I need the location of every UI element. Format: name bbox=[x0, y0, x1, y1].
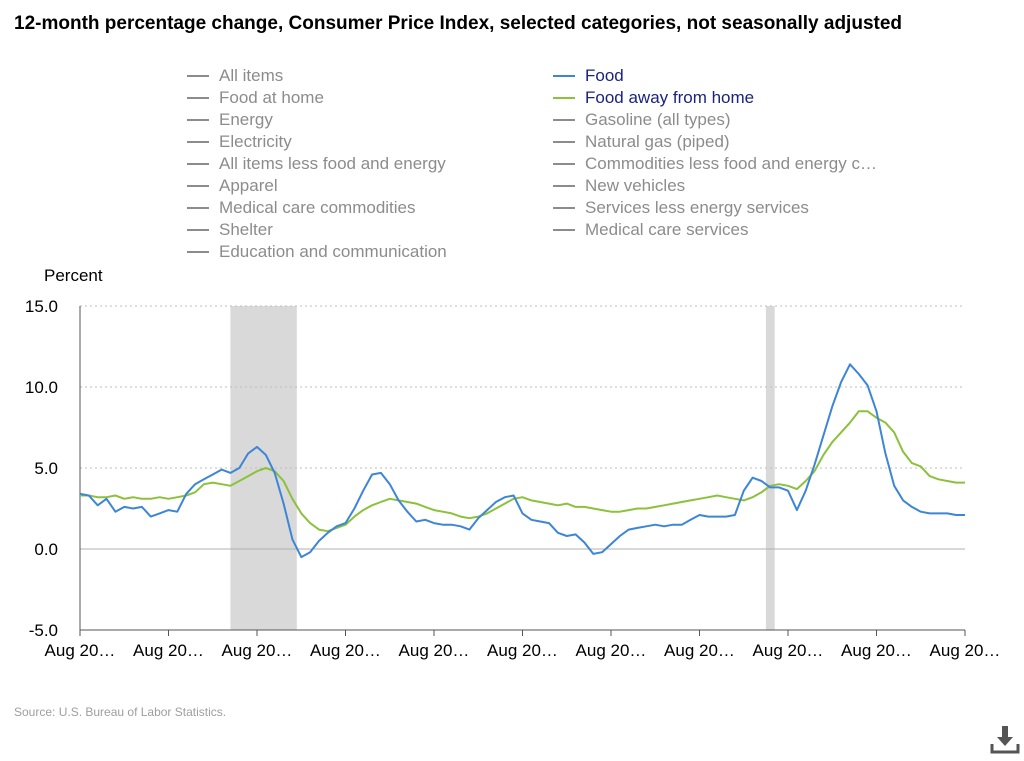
chart-title: 12-month percentage change, Consumer Pri… bbox=[14, 13, 903, 34]
legend-swatch bbox=[553, 229, 575, 231]
legend-item[interactable]: Food bbox=[553, 65, 624, 87]
x-tick-label: Aug 20… bbox=[487, 641, 558, 660]
series-line-food-away-from-home bbox=[80, 410, 965, 533]
legend-swatch bbox=[187, 251, 209, 253]
legend-swatch bbox=[187, 229, 209, 231]
legend-label: New vehicles bbox=[585, 176, 686, 195]
legend-item[interactable]: Medical care commodities bbox=[187, 197, 416, 219]
legend-label: Shelter bbox=[219, 220, 273, 239]
legend-label: Medical care commodities bbox=[219, 198, 416, 217]
legend-label: All items bbox=[219, 66, 284, 85]
legend-label: Food at home bbox=[219, 88, 324, 107]
legend-label: Energy bbox=[219, 110, 273, 129]
series-line-food bbox=[79, 363, 965, 559]
legend-swatch bbox=[553, 97, 575, 99]
legend-swatch bbox=[553, 75, 575, 77]
y-tick-label: -5.0 bbox=[29, 621, 58, 640]
legend-label: Medical care services bbox=[585, 220, 749, 239]
legend-swatch bbox=[187, 185, 209, 187]
download-icon[interactable] bbox=[988, 722, 1022, 756]
legend-swatch bbox=[553, 185, 575, 187]
legend-item[interactable]: Food away from home bbox=[553, 87, 754, 109]
x-tick-label: Aug 20… bbox=[664, 641, 735, 660]
legend-item[interactable]: Education and communication bbox=[187, 241, 447, 263]
legend-swatch bbox=[187, 97, 209, 99]
x-tick-label: Aug 20… bbox=[222, 641, 293, 660]
legend-swatch bbox=[187, 75, 209, 77]
legend-label: Electricity bbox=[219, 132, 292, 151]
legend-item[interactable]: Gasoline (all types) bbox=[553, 109, 731, 131]
legend-label: Food away from home bbox=[585, 88, 755, 107]
legend-item[interactable]: Energy bbox=[187, 109, 273, 131]
legend-swatch bbox=[187, 207, 209, 209]
x-tick-label: Aug 20… bbox=[133, 641, 204, 660]
legend-label: Services less energy services bbox=[585, 198, 809, 217]
y-tick-label: 10.0 bbox=[25, 378, 58, 397]
legend-item[interactable]: Food at home bbox=[187, 87, 324, 109]
x-tick-label: Aug 20… bbox=[399, 641, 470, 660]
y-tick-label: 0.0 bbox=[34, 540, 58, 559]
legend-item[interactable]: All items less food and energy bbox=[187, 153, 446, 175]
legend-swatch bbox=[553, 163, 575, 165]
legend-swatch bbox=[553, 119, 575, 121]
x-tick-label: Aug 20… bbox=[576, 641, 647, 660]
x-tick-label: Aug 20… bbox=[753, 641, 824, 660]
legend-item[interactable]: Apparel bbox=[187, 175, 278, 197]
legend-swatch bbox=[553, 207, 575, 209]
legend-item[interactable]: Electricity bbox=[187, 131, 292, 153]
legend-swatch bbox=[187, 141, 209, 143]
legend-item[interactable]: All items bbox=[187, 65, 283, 87]
x-tick-label: Aug 20… bbox=[930, 641, 1001, 660]
legend-label: Natural gas (piped) bbox=[585, 132, 730, 151]
legend-swatch bbox=[553, 141, 575, 143]
legend-label: Commodities less food and energy c… bbox=[585, 154, 877, 173]
legend-label: Gasoline (all types) bbox=[585, 110, 731, 129]
legend-item[interactable]: Natural gas (piped) bbox=[553, 131, 730, 153]
legend-item[interactable]: Commodities less food and energy c… bbox=[553, 153, 877, 175]
legend-item[interactable]: Shelter bbox=[187, 219, 273, 241]
legend-item[interactable]: New vehicles bbox=[553, 175, 685, 197]
legend-label: Apparel bbox=[219, 176, 278, 195]
y-tick-label: 5.0 bbox=[34, 459, 58, 478]
legend-label: Education and communication bbox=[219, 242, 447, 261]
legend-swatch bbox=[187, 163, 209, 165]
x-tick-label: Aug 20… bbox=[45, 641, 116, 660]
legend-item[interactable]: Medical care services bbox=[553, 219, 748, 241]
y-tick-label: 15.0 bbox=[25, 297, 58, 316]
legend-label: Food bbox=[585, 66, 624, 85]
legend-item[interactable]: Services less energy services bbox=[553, 197, 809, 219]
x-tick-label: Aug 20… bbox=[841, 641, 912, 660]
legend-label: All items less food and energy bbox=[219, 154, 446, 173]
legend-swatch bbox=[187, 119, 209, 121]
source-note: Source: U.S. Bureau of Labor Statistics. bbox=[14, 705, 227, 719]
x-tick-label: Aug 20… bbox=[310, 641, 381, 660]
y-axis-label: Percent bbox=[44, 266, 103, 285]
